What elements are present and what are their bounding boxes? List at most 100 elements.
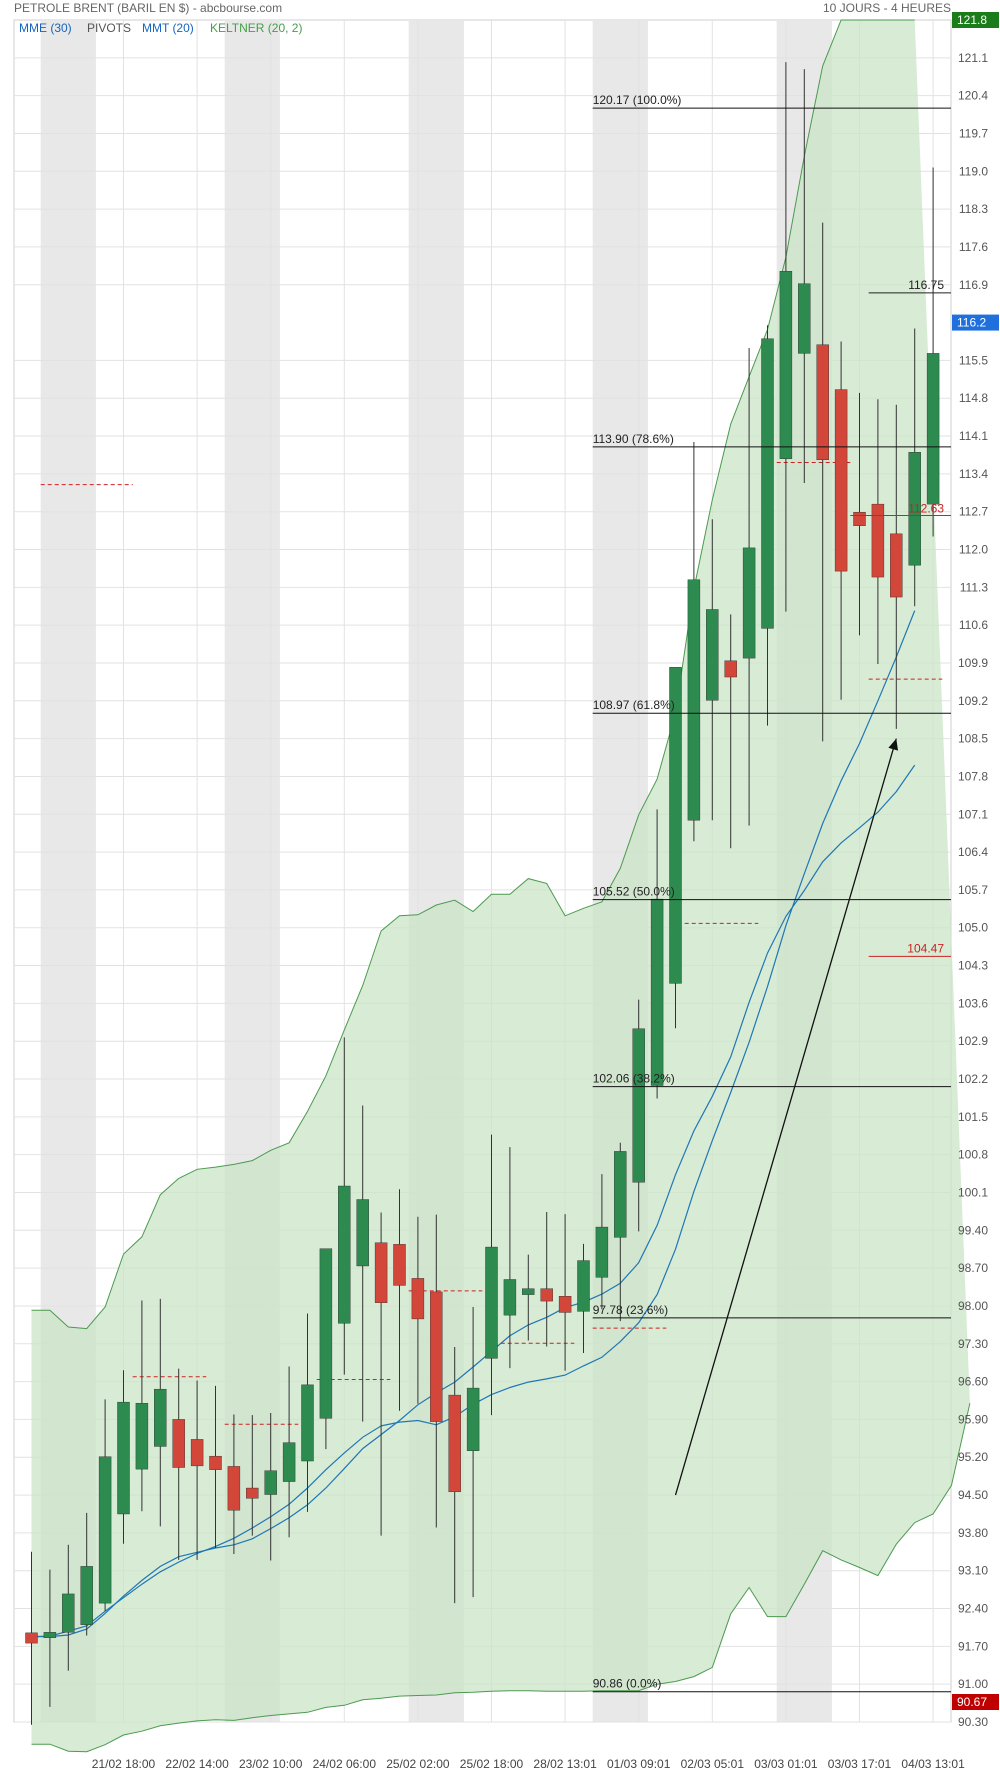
x-tick-label-3: 24/02 06:00 (313, 1757, 377, 1771)
candle-body-6 (135, 1403, 149, 1470)
candle-body-23 (448, 1394, 461, 1493)
candle-body-11 (227, 1466, 241, 1511)
candle-body-31 (595, 1226, 609, 1278)
candle-body-37 (706, 609, 719, 701)
candle-body-34 (650, 898, 664, 1086)
y-tick-label-40: 92.40 (958, 1602, 988, 1616)
candle-body-48 (908, 452, 921, 566)
x-tick-label-11: 04/03 13:01 (901, 1757, 965, 1771)
x-tick-label-0: 21/02 18:00 (92, 1757, 156, 1771)
candle-body-45 (853, 512, 866, 526)
legend-keltner[interactable]: KELTNER (20, 2) (210, 21, 302, 35)
trendline-arrowhead (888, 738, 898, 751)
x-tick-label-2: 23/02 10:00 (239, 1757, 303, 1771)
candle-body-33 (632, 1028, 645, 1183)
y-tick-label-30: 99.40 (958, 1223, 988, 1237)
candle-body-7 (154, 1388, 167, 1447)
candle-body-0 (25, 1632, 38, 1644)
y-tick-label-6: 116.9 (959, 278, 988, 292)
high-badge-box (952, 12, 999, 28)
legend-mme-30[interactable]: MME (30) (19, 21, 72, 35)
fib-label-4: 102.06 (38.2%) (593, 1072, 675, 1086)
y-tick-label-15: 109.9 (958, 656, 988, 670)
legend-pivots[interactable]: PIVOTS (87, 21, 131, 35)
y-tick-label-20: 106.4 (958, 845, 988, 859)
keltner-lower-line (31, 1403, 971, 1753)
y-tick-label-13: 111.3 (960, 580, 989, 594)
candle-body-1 (43, 1632, 57, 1638)
candle-body-25 (485, 1246, 498, 1359)
y-tick-label-23: 104.3 (958, 959, 988, 973)
support-mark-label: 112.63 (908, 501, 944, 515)
y-tick-label-8: 114.8 (959, 391, 988, 405)
x-tick-label-7: 01/03 09:01 (607, 1757, 671, 1771)
resistance-label: 116.75 (908, 278, 944, 292)
candle-body-5 (117, 1401, 130, 1515)
y-tick-label-10: 113.4 (959, 467, 988, 481)
candle-body-18 (356, 1199, 369, 1267)
axes: 121.1 120.4 119.7 119.0 118.3 117.6 116.9 115.5… (92, 12, 999, 1771)
x-tick-label-10: 03/03 17:01 (828, 1757, 892, 1771)
candle-body-24 (466, 1387, 480, 1451)
fibonacci-levels: 120.17 (100.0%) 113.90 (78.6%) 108.97 (61.… (592, 93, 951, 1693)
y-tick-label-18: 107.8 (958, 769, 988, 783)
y-tick-label-35: 95.90 (958, 1412, 988, 1426)
y-tick-label-12: 112.0 (959, 543, 988, 557)
candle-body-44 (834, 389, 848, 572)
y-tick-label-22: 105.0 (958, 921, 988, 935)
candle-body-47 (890, 533, 903, 598)
candle-body-4 (98, 1456, 112, 1604)
candle-body-3 (80, 1566, 93, 1625)
pivot-lines (40, 462, 943, 1425)
y-tick-label-17: 108.5 (958, 732, 988, 746)
x-tick-label-4: 25/02 02:00 (386, 1757, 450, 1771)
legend-mmt-20[interactable]: MMT (20) (142, 21, 194, 35)
fib-label-1: 113.90 (78.6%) (593, 432, 674, 446)
candle-body-36 (687, 579, 701, 821)
fib-label-0: 120.17 (100.0%) (593, 93, 682, 107)
trendline (674, 738, 898, 1496)
candle-body-30 (577, 1260, 590, 1312)
y-tick-label-0: 121.1 (958, 51, 988, 65)
x-tick-label-9: 03/03 01:01 (754, 1757, 818, 1771)
support-label: 104.47 (907, 941, 944, 955)
y-tick-label-16: 109.2 (958, 694, 988, 708)
candle-body-14 (282, 1442, 296, 1482)
candle-body-22 (430, 1291, 443, 1422)
y-tick-label-26: 102.2 (958, 1072, 988, 1086)
chart-title: PETROLE BRENT (BARIL EN $) - abcbourse.c… (14, 1, 282, 15)
chart-period: 10 JOURS - 4 HEURES (823, 1, 951, 15)
fib-label-6: 90.86 (0.0%) (593, 1677, 662, 1691)
y-tick-label-11: 112.7 (959, 505, 988, 519)
low-badge-box (952, 1694, 999, 1711)
x-tick-label-5: 25/02 18:00 (460, 1757, 524, 1771)
y-tick-label-9: 114.1 (959, 429, 988, 443)
y-tick-label-7: 115.5 (959, 353, 988, 367)
candle-body-28 (540, 1288, 553, 1302)
candle-body-15 (301, 1384, 314, 1462)
support-resistance-levels: 116.75 112.63 104.47 (850, 278, 951, 957)
low-badge-label: 90.67 (957, 1695, 987, 1709)
candle-body-26 (503, 1279, 517, 1316)
y-tick-label-2: 119.7 (959, 126, 988, 140)
y-tick-label-41: 91.70 (958, 1639, 988, 1653)
y-tick-label-31: 98.70 (958, 1261, 988, 1275)
y-tick-label-25: 102.9 (958, 1034, 988, 1048)
y-tick-label-19: 107.1 (958, 807, 988, 821)
y-tick-label-33: 97.30 (958, 1337, 988, 1351)
y-tick-label-38: 93.80 (958, 1526, 988, 1540)
x-tick-label-1: 22/02 14:00 (165, 1757, 229, 1771)
y-tick-label-39: 93.10 (958, 1564, 988, 1578)
candle-body-29 (558, 1296, 572, 1313)
high-badge-label: 121.8 (957, 13, 987, 27)
y-tick-label-24: 103.6 (958, 996, 988, 1010)
candle-body-19 (374, 1242, 388, 1303)
y-tick-label-36: 95.20 (958, 1450, 988, 1464)
keltner-fill (31, 20, 970, 1752)
y-tick-label-42: 91.00 (958, 1677, 988, 1691)
y-tick-label-27: 101.5 (958, 1110, 988, 1124)
candle-body-20 (393, 1244, 406, 1286)
candle-body-27 (522, 1288, 535, 1295)
y-tick-label-32: 98.00 (958, 1299, 988, 1313)
fib-label-2: 108.97 (61.8%) (593, 698, 675, 712)
